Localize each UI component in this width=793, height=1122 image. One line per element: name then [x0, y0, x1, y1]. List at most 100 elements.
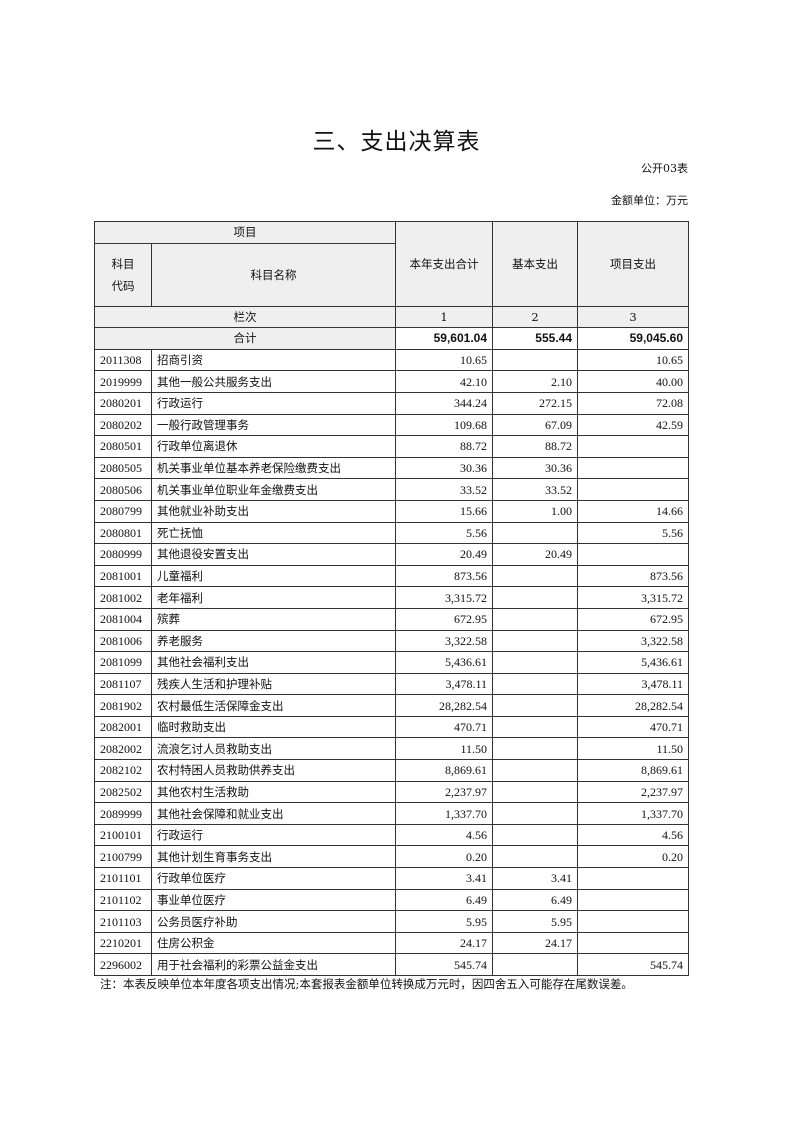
cell-project: 545.74	[577, 953, 689, 976]
cell-basic: 1.00	[492, 499, 578, 523]
table-row: 2101103 公务员医疗补助 5.95 5.95	[94, 910, 689, 933]
cell-project	[577, 931, 689, 955]
cell-code: 2100101	[94, 823, 152, 847]
table-row: 2100101 行政运行 4.56 4.56	[94, 823, 689, 847]
table-note: 注：本表反映单位本年度各项支出情况;本套报表金额单位转换成万元时，因四舍五入可能…	[100, 977, 633, 991]
cell-total: 3.41	[395, 867, 493, 890]
cell-code: 2101101	[94, 867, 152, 890]
table-row: 2100799 其他计划生育事务支出 0.20 0.20	[94, 845, 689, 869]
table-row: 2081107 残疾人生活和护理补贴 3,478.11 3,478.11	[94, 672, 689, 696]
table-row: 2080801 死亡抚恤 5.56 5.56	[94, 521, 689, 545]
table-row: 2081002 老年福利 3,315.72 3,315.72	[94, 586, 689, 609]
cell-name: 用于社会福利的彩票公益金支出	[151, 953, 396, 976]
cell-project: 5.56	[577, 521, 689, 545]
cell-name: 儿童福利	[151, 564, 396, 588]
cell-basic	[492, 564, 578, 588]
cell-code: 2080202	[94, 413, 152, 437]
sum-label: 合计	[94, 327, 396, 350]
expenditure-table: 项目 本年支出合计 基本支出 项目支出 科目代码 科目名称 栏次 1 2 3 合…	[94, 221, 689, 976]
cell-code: 2081099	[94, 651, 152, 674]
sum-basic: 555.44	[492, 327, 578, 350]
cell-project: 0.20	[577, 845, 689, 869]
cell-project: 470.71	[577, 715, 689, 739]
cell-code: 2080201	[94, 391, 152, 415]
cell-name: 机关事业单位职业年金缴费支出	[151, 478, 396, 501]
cell-name: 事业单位医疗	[151, 888, 396, 912]
table-row: 2080506 机关事业单位职业年金缴费支出 33.52 33.52	[94, 478, 689, 501]
cell-name: 死亡抚恤	[151, 521, 396, 545]
cell-project: 3,315.72	[577, 586, 689, 609]
cell-total: 873.56	[395, 564, 493, 588]
cell-basic	[492, 780, 578, 804]
header-name: 科目名称	[151, 242, 396, 307]
cell-project: 42.59	[577, 413, 689, 437]
cell-total: 3,478.11	[395, 672, 493, 696]
cell-total: 4.56	[395, 823, 493, 847]
cell-total: 2,237.97	[395, 780, 493, 804]
cell-code: 2082001	[94, 715, 152, 739]
cell-basic: 67.09	[492, 413, 578, 437]
cell-basic	[492, 953, 578, 976]
cell-basic	[492, 607, 578, 631]
cell-code: 2081107	[94, 672, 152, 696]
cell-total: 11.50	[395, 737, 493, 761]
header-basic: 基本支出	[492, 221, 578, 307]
cell-basic: 20.49	[492, 543, 578, 566]
cell-project	[577, 910, 689, 933]
cell-code: 2080799	[94, 499, 152, 523]
cell-name: 行政运行	[151, 823, 396, 847]
table-row: 2080201 行政运行 344.24 272.15 72.08	[94, 391, 689, 415]
header-project: 项目支出	[577, 221, 689, 307]
cell-total: 3,322.58	[395, 629, 493, 653]
cell-basic	[492, 715, 578, 739]
cell-total: 88.72	[395, 435, 493, 458]
cell-total: 10.65	[395, 348, 493, 372]
cell-project: 2,237.97	[577, 780, 689, 804]
cell-name: 住房公积金	[151, 931, 396, 955]
table-row: 2081004 殡葬 672.95 672.95	[94, 607, 689, 631]
cell-total: 6.49	[395, 888, 493, 912]
cell-basic: 5.95	[492, 910, 578, 933]
cell-name: 招商引资	[151, 348, 396, 372]
sum-project: 59,045.60	[577, 327, 689, 350]
cell-basic: 2.10	[492, 370, 578, 393]
table-row: 2080505 机关事业单位基本养老保险缴费支出 30.36 30.36	[94, 456, 689, 480]
cell-basic	[492, 802, 578, 825]
table-row: 2081902 农村最低生活保障金支出 28,282.54 28,282.54	[94, 694, 689, 717]
cell-name: 老年福利	[151, 586, 396, 609]
sum-row: 合计 59,601.04 555.44 59,045.60	[94, 327, 689, 350]
cell-code: 2080801	[94, 521, 152, 545]
table-row: 2082002 流浪乞讨人员救助支出 11.50 11.50	[94, 737, 689, 761]
cell-basic	[492, 759, 578, 782]
form-number: 公开03表	[641, 162, 688, 175]
cell-total: 344.24	[395, 391, 493, 415]
cell-project: 28,282.54	[577, 694, 689, 717]
cell-basic: 3.41	[492, 867, 578, 890]
table-row: 2296002 用于社会福利的彩票公益金支出 545.74 545.74	[94, 953, 689, 976]
table-row: 2210201 住房公积金 24.17 24.17	[94, 931, 689, 955]
cell-code: 2101102	[94, 888, 152, 912]
table-row: 2082001 临时救助支出 470.71 470.71	[94, 715, 689, 739]
cell-project: 873.56	[577, 564, 689, 588]
cell-code: 2080506	[94, 478, 152, 501]
cell-basic	[492, 694, 578, 717]
cell-code: 2082502	[94, 780, 152, 804]
cell-project: 10.65	[577, 348, 689, 372]
table-row: 2080799 其他就业补助支出 15.66 1.00 14.66	[94, 499, 689, 523]
cell-total: 672.95	[395, 607, 493, 631]
cell-basic: 6.49	[492, 888, 578, 912]
cell-project	[577, 543, 689, 566]
cell-code: 2296002	[94, 953, 152, 976]
cell-basic	[492, 348, 578, 372]
cell-name: 行政单位医疗	[151, 867, 396, 890]
cell-total: 109.68	[395, 413, 493, 437]
cell-total: 42.10	[395, 370, 493, 393]
header-item: 项目	[94, 221, 396, 244]
page-title: 三、支出决算表	[312, 129, 481, 155]
cell-name: 其他计划生育事务支出	[151, 845, 396, 869]
cell-code: 2081001	[94, 564, 152, 588]
cell-code: 2089999	[94, 802, 152, 825]
cell-code: 2100799	[94, 845, 152, 869]
header-column-label: 栏次	[94, 305, 396, 329]
cell-total: 20.49	[395, 543, 493, 566]
